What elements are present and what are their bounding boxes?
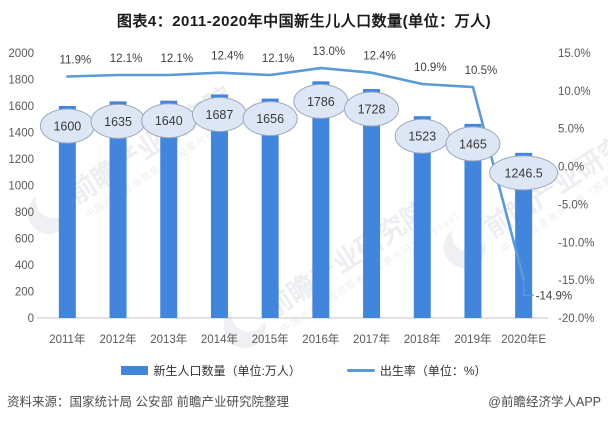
- right-axis-tick-label: -20.0%: [558, 313, 594, 325]
- y-axis-tick-label: 1400: [8, 128, 34, 140]
- y-axis-tick-label: 2000: [8, 48, 34, 60]
- right-axis-tick-label: 0.0%: [558, 162, 584, 174]
- bar: [363, 89, 381, 318]
- legend-item-population: 新生人口数量（单位:万人）: [121, 362, 301, 379]
- rate-label: 12.1%: [262, 53, 295, 65]
- right-axis-tick-label: -10.0%: [558, 237, 594, 249]
- right-axis-tick-label: 10.0%: [558, 86, 591, 98]
- y-axis-tick-label: 800: [15, 207, 34, 219]
- legend: 新生人口数量（单位:万人） 出生率（单位：%）: [0, 360, 608, 380]
- y-axis-tick-label: 1200: [8, 154, 34, 166]
- right-axis-tick-label: 5.0%: [558, 124, 584, 136]
- y-axis-tick-label: 400: [15, 260, 34, 272]
- bar-value-label: 1246.5: [505, 166, 543, 180]
- line-swatch: [346, 368, 375, 372]
- bar: [160, 100, 178, 318]
- bar-value-label: 1728: [358, 103, 386, 117]
- rate-label: 11.9%: [59, 54, 91, 66]
- x-axis-label: 2020年E: [501, 332, 546, 346]
- y-axis-tick-label: 200: [15, 287, 34, 299]
- legend-label-population: 新生人口数量（单位:万人）: [153, 363, 301, 378]
- bar-value-bubble: [489, 155, 559, 191]
- watermark-text: 前瞻产业研究院: [259, 195, 434, 324]
- bar: [210, 94, 228, 318]
- x-axis-label: 2018年: [404, 332, 441, 346]
- x-axis-label: 2014年: [201, 332, 238, 346]
- rate-label: 12.4%: [211, 51, 244, 63]
- watermark-logo-cut: [231, 297, 266, 332]
- rate-label: -14.9%: [536, 290, 572, 302]
- rate-label: 10.9%: [414, 62, 447, 74]
- rate-leader-line: [523, 281, 534, 297]
- right-axis-tick-label: -5.0%: [558, 199, 588, 211]
- bar-value-label: 1465: [459, 137, 487, 151]
- rate-label: 12.4%: [363, 51, 396, 63]
- right-axis-tick-label: -15.0%: [558, 275, 594, 287]
- rate-label: 12.1%: [160, 53, 193, 65]
- x-axis-label: 2012年: [100, 332, 137, 346]
- footer: 资料来源：国家统计局 公安部 前瞻产业研究院整理 @前瞻经济学人APP: [0, 391, 608, 410]
- bar: [464, 123, 482, 318]
- right-axis-tick-label: 15.0%: [558, 48, 591, 60]
- bar: [58, 106, 76, 318]
- bar-value-label: 1640: [155, 114, 183, 128]
- y-axis-tick-label: 0: [28, 313, 34, 325]
- bar-value-label: 1656: [256, 112, 284, 126]
- rate-label: 10.5%: [465, 65, 498, 77]
- bar: [413, 116, 431, 318]
- bar-value-bubble: [242, 101, 298, 137]
- y-axis-tick-label: 1000: [8, 181, 34, 193]
- y-axis-tick-label: 1800: [8, 75, 34, 87]
- bar-value-label: 1687: [206, 108, 234, 122]
- bar: [312, 81, 330, 318]
- app-credit: @前瞻经济学人APP: [488, 395, 601, 409]
- legend-label-birth-rate: 出生率（单位：%）: [379, 363, 487, 378]
- x-axis-label: 2019年: [454, 332, 491, 346]
- chart-title: 图表4：2011-2020年中国新生儿人口数量(单位：万人): [116, 13, 492, 30]
- bar: [515, 152, 533, 318]
- x-axis-label: 2016年: [302, 332, 339, 346]
- bar-value-label: 1600: [53, 120, 81, 134]
- bar-value-label: 1786: [307, 95, 335, 109]
- source-note: 资料来源：国家统计局 公安部 前瞻产业研究院整理: [7, 395, 289, 409]
- bar-value-label: 1635: [104, 115, 132, 129]
- x-axis-label: 2017年: [353, 332, 390, 346]
- bar: [109, 101, 127, 318]
- rate-label: 12.1%: [110, 53, 143, 65]
- y-axis-tick-label: 600: [15, 234, 34, 246]
- bar: [261, 98, 279, 318]
- legend-item-birth-rate: 出生率（单位：%）: [346, 362, 487, 379]
- bar-value-bubble: [445, 126, 501, 162]
- x-axis-label: 2011年: [49, 332, 85, 346]
- bar-swatch: [121, 365, 149, 375]
- x-axis-label: 2013年: [150, 332, 187, 346]
- x-axis-label: 2015年: [252, 332, 289, 346]
- y-axis-tick-label: 1600: [8, 101, 34, 113]
- rate-label: 13.0%: [313, 46, 346, 58]
- birth-rate-line: [66, 66, 525, 281]
- bar-value-bubble: [344, 91, 400, 127]
- bar-value-label: 1523: [408, 130, 436, 144]
